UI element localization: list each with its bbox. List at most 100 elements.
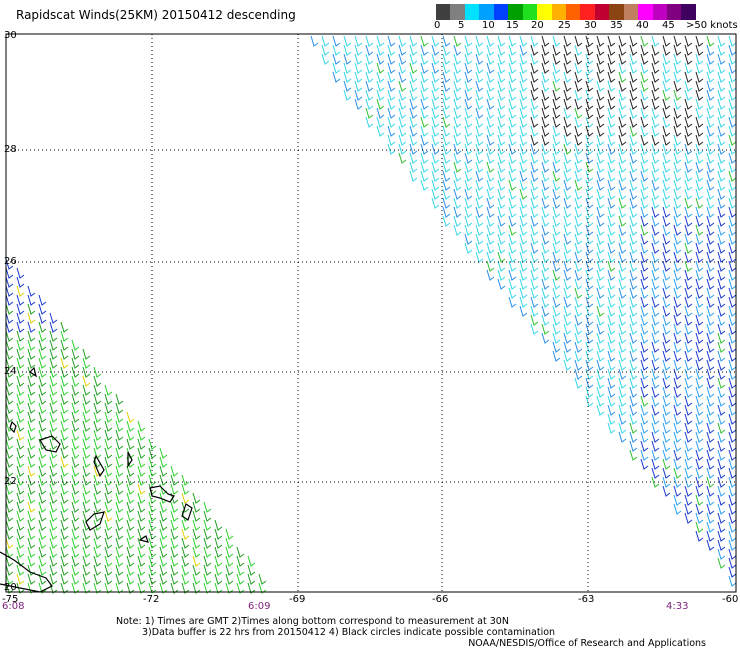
wind-barb <box>409 134 418 146</box>
wind-barb <box>673 224 682 236</box>
wind-barb <box>82 573 91 585</box>
wind-barb <box>684 62 693 74</box>
wind-barb <box>508 251 517 263</box>
wind-barb <box>497 89 506 101</box>
wind-barb <box>214 537 223 549</box>
wind-barb <box>618 188 627 200</box>
wind-barb <box>16 447 25 459</box>
wind-barb <box>662 98 671 110</box>
wind-barb <box>552 71 561 83</box>
wind-barb <box>497 269 506 281</box>
wind-barb <box>398 71 407 83</box>
wind-barb <box>60 420 69 432</box>
wind-barb <box>530 206 539 218</box>
wind-barb <box>453 215 462 227</box>
wind-barb <box>398 143 407 155</box>
wind-barb <box>464 152 473 164</box>
wind-barb <box>596 134 605 146</box>
wind-barb <box>214 519 223 531</box>
wind-barb <box>497 242 506 254</box>
wind-barb <box>475 134 484 146</box>
wind-barb <box>717 332 726 344</box>
wind-barb <box>706 368 715 380</box>
wind-barb <box>93 483 102 495</box>
wind-barb <box>82 564 91 576</box>
wind-barb <box>442 206 451 218</box>
wind-barb <box>27 384 36 396</box>
wind-barb <box>16 348 25 360</box>
wind-barb <box>574 323 583 335</box>
wind-barb <box>159 573 168 585</box>
wind-barb <box>585 152 594 164</box>
wind-barb <box>552 314 561 326</box>
wind-barb <box>38 528 47 540</box>
wind-barb <box>497 188 506 200</box>
wind-barb <box>552 80 561 92</box>
wind-barb <box>170 546 179 558</box>
wind-barb <box>552 215 561 227</box>
wind-barb <box>728 413 737 425</box>
wind-barb <box>717 188 726 200</box>
wind-barb <box>618 323 627 335</box>
wind-barb <box>82 465 91 477</box>
wind-barb <box>365 62 374 74</box>
wind-barb <box>728 215 737 227</box>
wind-barb <box>420 161 429 173</box>
wind-barb <box>104 465 113 477</box>
wind-barb <box>596 53 605 65</box>
wind-barb <box>497 224 506 236</box>
wind-barb <box>376 35 385 47</box>
wind-barb <box>16 573 25 585</box>
wind-barb <box>541 260 550 272</box>
wind-barb <box>607 188 616 200</box>
wind-barb <box>442 152 451 164</box>
wind-barb <box>728 575 737 587</box>
wind-barb <box>442 197 451 209</box>
wind-barb <box>519 71 528 83</box>
wind-barb <box>409 35 418 47</box>
wind-barb <box>640 143 649 155</box>
wind-barb <box>49 555 58 567</box>
wind-barb <box>16 303 25 315</box>
wind-barb <box>398 98 407 110</box>
wind-barb <box>519 260 528 272</box>
wind-barb <box>376 98 385 110</box>
wind-barb <box>673 188 682 200</box>
wind-barb <box>5 294 14 306</box>
wind-barb <box>27 483 36 495</box>
wind-barb <box>354 62 363 74</box>
wind-barb <box>596 98 605 110</box>
wind-barb <box>38 348 47 360</box>
wind-barb <box>552 107 561 119</box>
wind-barb <box>574 143 583 155</box>
colorbar-swatch <box>609 4 624 20</box>
wind-barb <box>464 44 473 56</box>
wind-barb <box>442 53 451 65</box>
wind-barb <box>71 573 80 585</box>
wind-barb <box>563 314 572 326</box>
wind-barb <box>662 287 671 299</box>
wind-barb <box>706 413 715 425</box>
wind-barb <box>662 134 671 146</box>
wind-barb <box>104 501 113 513</box>
wind-barb <box>519 188 528 200</box>
wind-barb <box>497 125 506 137</box>
colorbar-label: 25 <box>558 20 571 31</box>
wind-barb <box>486 197 495 209</box>
wind-barb <box>5 384 14 396</box>
wind-barb <box>728 44 737 56</box>
wind-barb <box>71 465 80 477</box>
wind-barb <box>137 537 146 549</box>
wind-barb <box>717 35 726 47</box>
wind-barb <box>486 206 495 218</box>
wind-barb <box>695 80 704 92</box>
wind-barb <box>148 573 157 585</box>
wind-barb <box>563 179 572 191</box>
wind-barb <box>442 134 451 146</box>
wind-barb <box>629 71 638 83</box>
wind-barb <box>695 197 704 209</box>
wind-barb <box>170 510 179 522</box>
wind-barb <box>5 357 14 369</box>
wind-barb <box>192 555 201 567</box>
wind-barb <box>717 278 726 290</box>
